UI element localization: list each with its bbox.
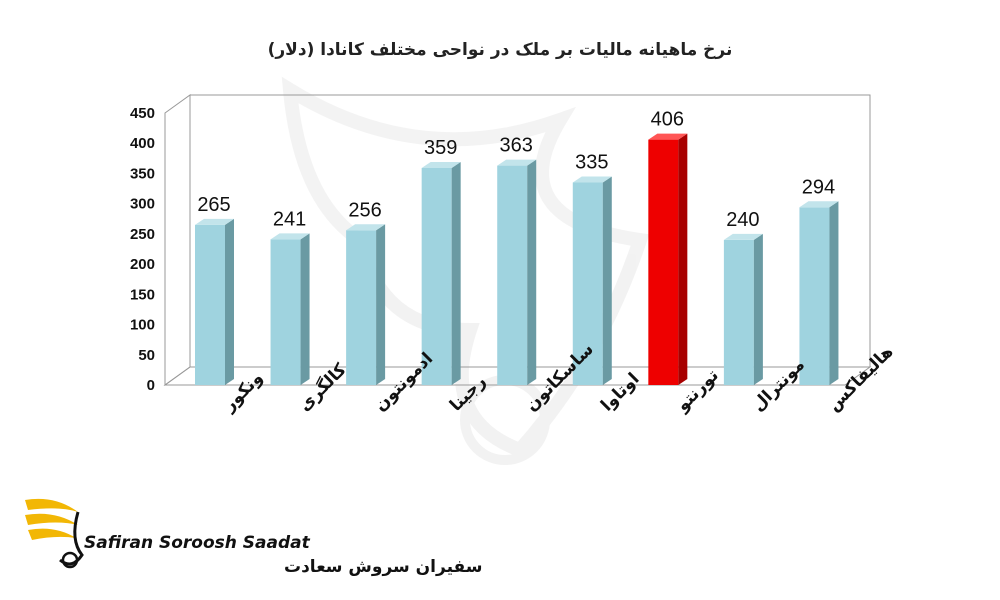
bar-top [648,133,688,140]
y-tick-label: 450 [130,105,155,122]
bar-front [572,182,603,385]
bar-top [346,224,386,231]
company-logo: Safiran Soroosh Saadat سفیران سروش سعادت [25,498,482,577]
bar-series [195,133,839,385]
bar-side [753,233,763,385]
bar-side [300,233,310,385]
bar-top [270,233,310,240]
bar-front [270,239,301,385]
chart-title: نرخ ماهیانه مالیات بر ملک در نواحی مختلف… [268,40,733,60]
bar [346,224,386,385]
bar-side [225,218,234,385]
data-label: 265 [197,194,230,216]
chart-walls [163,94,872,386]
y-tick-label: 200 [130,256,155,273]
bar-side [451,162,461,385]
y-tick-label: 150 [130,286,155,303]
bar-top [723,233,763,240]
bar [723,233,763,385]
bar [799,201,839,385]
bar [270,233,310,385]
y-tick-label: 300 [130,196,155,213]
bar [195,218,234,385]
bar-side [678,133,688,385]
bar-top [572,176,612,183]
y-tick-label: 250 [130,226,155,243]
y-tick-label: 50 [138,347,155,364]
bar-top [497,159,537,166]
bar [648,133,688,385]
bar-front [421,168,452,385]
bar-side [527,159,537,385]
logo-text-english: Safiran Soroosh Saadat [84,533,311,553]
bar-front [346,230,377,385]
y-tick-label: 100 [130,317,155,334]
chart-floor [163,366,872,386]
bar [421,162,461,385]
bar-front [723,239,754,385]
bar-side [376,224,386,385]
y-axis-ticks: 0 50 100 150 200 250 300 350 400 450 [130,105,155,394]
bar-top [799,201,839,208]
wing-icon [25,498,84,569]
data-label: 256 [348,199,381,221]
bar-front [799,207,830,385]
data-label: 406 [651,109,684,131]
data-label: 294 [802,176,835,198]
data-labels: 265 241 256 359 363 335 406 240 294 [197,109,835,231]
bar-side [829,201,839,385]
y-tick-label: 400 [130,135,155,152]
data-label: 240 [726,209,759,231]
bar-side [602,176,612,385]
back-left-wall [164,94,191,386]
bar [572,176,612,385]
y-tick-label: 0 [147,377,155,394]
back-wall [190,94,871,367]
bar-top [421,162,461,169]
bar-front [497,165,528,385]
data-label: 335 [575,152,608,174]
data-label: 363 [500,135,533,157]
data-label: 359 [424,137,457,159]
bar-top [195,218,234,225]
data-label: 241 [273,208,306,230]
bar-front [648,139,679,385]
bar-front [195,224,225,385]
logo-text-persian: سفیران سروش سعادت [284,557,482,577]
y-tick-label: 350 [130,165,155,182]
bar [497,159,537,385]
